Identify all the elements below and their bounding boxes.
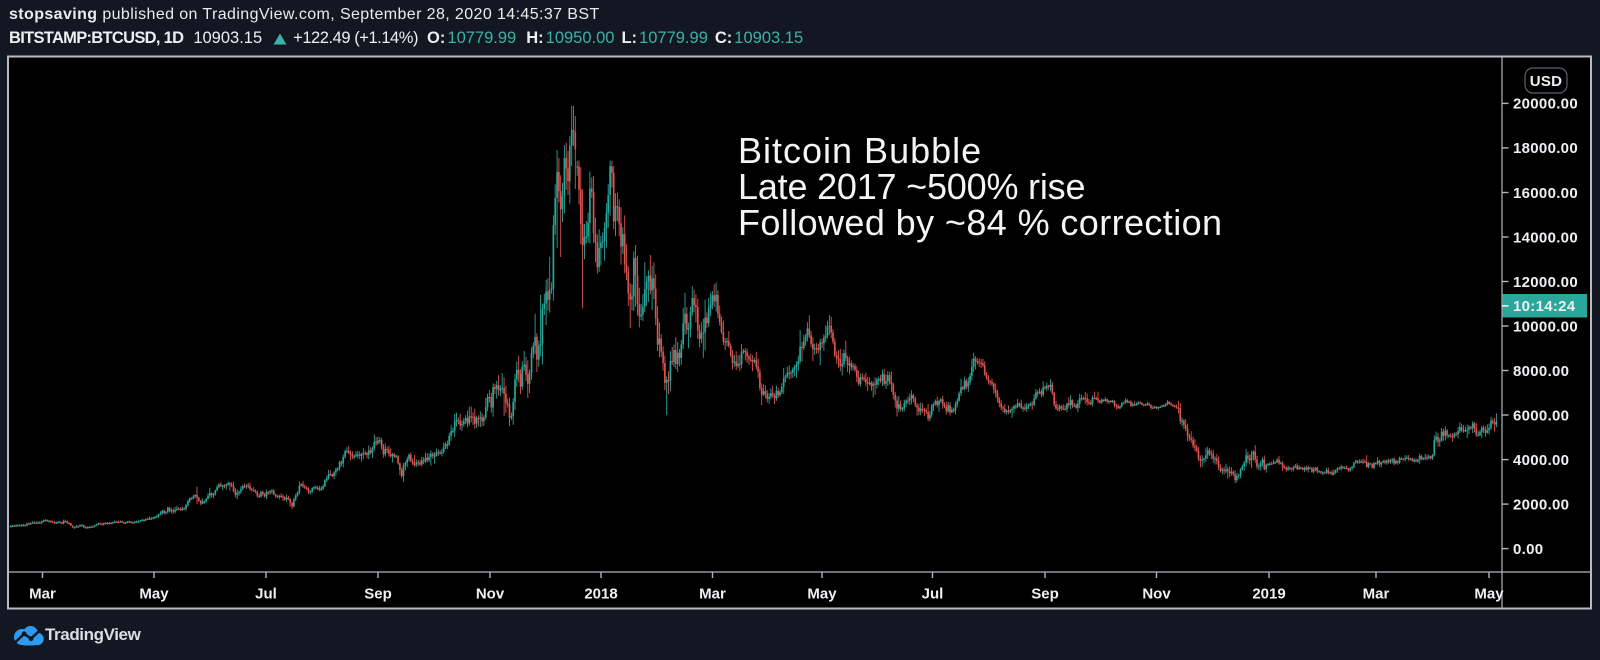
svg-text:8000.00: 8000.00 [1513, 363, 1569, 380]
svg-text:2000.00: 2000.00 [1513, 496, 1569, 513]
svg-text:May: May [139, 586, 169, 603]
svg-text:May: May [807, 586, 837, 603]
svg-text:14000.00: 14000.00 [1513, 229, 1578, 246]
svg-text:Bitcoin Bubble: Bitcoin Bubble [738, 130, 982, 171]
svg-text:Late 2017 ~500% rise: Late 2017 ~500% rise [738, 166, 1085, 207]
svg-text:16000.00: 16000.00 [1513, 185, 1578, 202]
svg-text:Mar: Mar [699, 586, 726, 603]
svg-text:Mar: Mar [1363, 586, 1390, 603]
svg-text:Sep: Sep [364, 586, 392, 603]
svg-text:2018: 2018 [584, 586, 617, 603]
svg-text:Nov: Nov [1142, 586, 1171, 603]
svg-text:6000.00: 6000.00 [1513, 407, 1569, 424]
svg-text:0.00: 0.00 [1513, 541, 1543, 558]
svg-text:Sep: Sep [1031, 586, 1059, 603]
svg-text:18000.00: 18000.00 [1513, 140, 1578, 157]
svg-text:2019: 2019 [1252, 586, 1285, 603]
svg-text:10:14:24: 10:14:24 [1513, 298, 1576, 315]
svg-text:4000.00: 4000.00 [1513, 452, 1569, 469]
svg-text:Jul: Jul [922, 586, 944, 603]
svg-text:Nov: Nov [476, 586, 505, 603]
svg-text:May: May [1474, 586, 1504, 603]
svg-text:Mar: Mar [29, 586, 56, 603]
svg-text:USD: USD [1530, 73, 1563, 90]
svg-text:10000.00: 10000.00 [1513, 318, 1578, 335]
svg-text:Jul: Jul [255, 586, 277, 603]
svg-text:12000.00: 12000.00 [1513, 274, 1578, 291]
svg-text:20000.00: 20000.00 [1513, 96, 1578, 113]
svg-text:Followed by ~84 % correction: Followed by ~84 % correction [738, 202, 1222, 243]
